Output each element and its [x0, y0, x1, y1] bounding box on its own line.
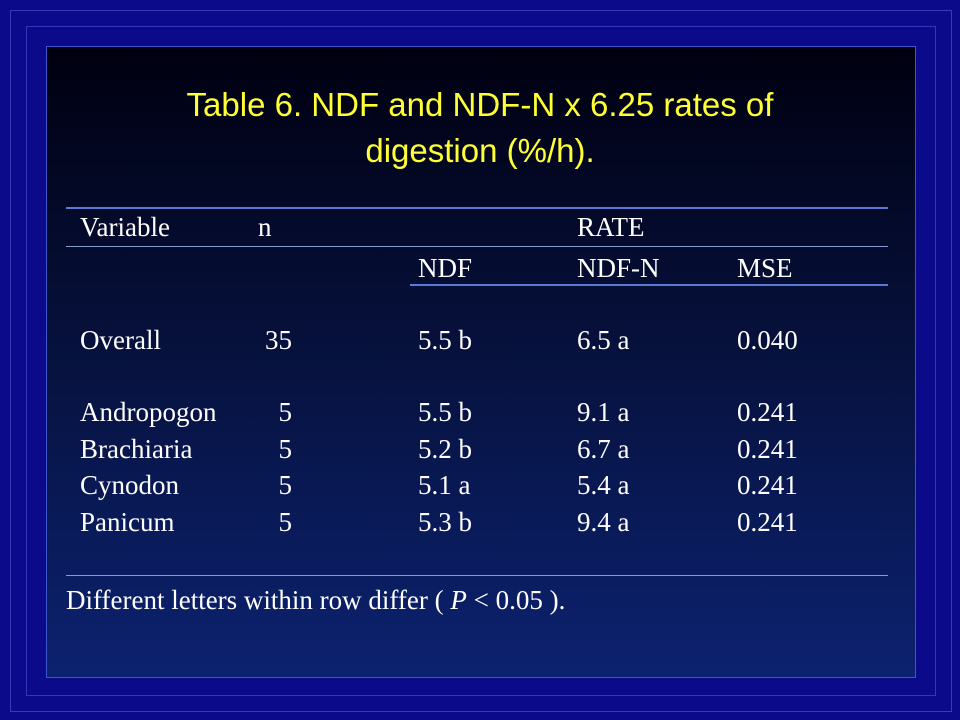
row-brachiaria-variable: Brachiaria [80, 434, 193, 464]
row-panicum-ndf-n: 9.4 a [577, 507, 630, 537]
row-andropogon-ndf-n: 9.1 a [577, 397, 630, 427]
row-andropogon-variable: Andropogon [80, 397, 217, 427]
row-andropogon-mse: 0.241 [737, 397, 798, 427]
row-cynodon-mse: 0.241 [737, 470, 798, 500]
header-rate: RATE [577, 212, 645, 242]
outer-frame [10, 10, 952, 712]
row-brachiaria-ndf-n: 6.7 a [577, 434, 630, 464]
row-cynodon-ndf: 5.1 a [418, 470, 471, 500]
inner-frame [26, 26, 936, 696]
row-panicum-ndf: 5.3 b [418, 507, 472, 537]
title-line-2: digestion (%/h). [365, 132, 595, 169]
row-cynodon-ndf-n: 5.4 a [577, 470, 630, 500]
title-line-1: Table 6. NDF and NDF-N x 6.25 rates of [186, 86, 774, 123]
row-andropogon-ndf: 5.5 b [418, 397, 472, 427]
header-divider-rule [66, 246, 888, 247]
table-bottom-rule [66, 575, 888, 576]
slide-panel [46, 46, 916, 678]
row-panicum-mse: 0.241 [737, 507, 798, 537]
row-panicum-variable: Panicum [80, 507, 175, 537]
row-overall-ndf-n: 6.5 a [577, 325, 630, 355]
footnote: Different letters within row differ ( P … [66, 585, 565, 615]
header-ndf-n: NDF-N [577, 253, 660, 283]
row-overall-mse: 0.040 [737, 325, 798, 355]
row-cynodon-variable: Cynodon [80, 470, 180, 500]
header-ndf: NDF [418, 253, 473, 283]
header-n: n [258, 212, 272, 242]
row-brachiaria-mse: 0.241 [737, 434, 798, 464]
row-panicum-n: 5 [278, 507, 293, 537]
footnote-p-symbol: P [450, 585, 467, 615]
slide-title: Table 6. NDF and NDF-N x 6.25 rates of d… [46, 82, 914, 174]
row-overall-n: 35 [265, 325, 292, 355]
row-brachiaria-n: 5 [278, 434, 293, 464]
row-andropogon-n: 5 [278, 397, 293, 427]
header-variable: Variable [80, 212, 170, 242]
row-brachiaria-ndf: 5.2 b [418, 434, 472, 464]
row-overall-ndf: 5.5 b [418, 325, 472, 355]
table-top-rule [66, 207, 888, 209]
row-cynodon-n: 5 [278, 470, 293, 500]
footnote-suffix: < 0.05 ). [466, 585, 566, 615]
row-overall-variable: Overall [80, 325, 161, 355]
footnote-prefix: Different letters within row differ ( [66, 585, 451, 615]
subheader-rule [410, 284, 888, 286]
header-mse: MSE [737, 253, 793, 283]
